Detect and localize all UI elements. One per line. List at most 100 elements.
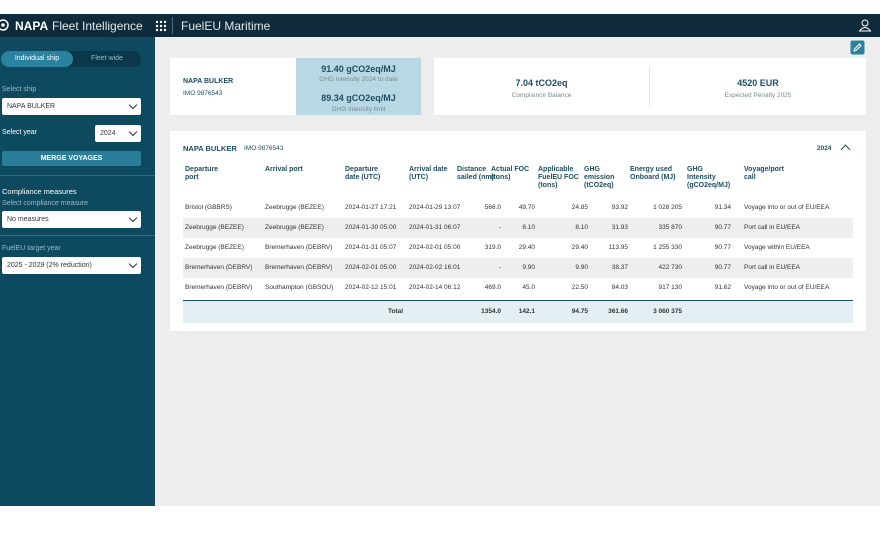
penalty-caption: Expected Penalty 2025 [724,92,792,99]
intensity-panel: 91.40 gCO2eq/MJ GHG intensity 2024 to da… [296,58,421,115]
table-cell: 2024-01-31 05:07 [345,244,397,251]
table-cell: 93.92 [611,204,628,211]
table-cell: 49.70 [518,204,535,211]
table-cell: 9.90 [575,264,588,271]
column-header: Arrival date (UTC) [409,166,448,181]
table-cell: 113.95 [608,244,628,251]
edit-button[interactable] [850,40,865,55]
merge-button[interactable]: MERGE VOYAGES [2,151,141,166]
column-header: Energy used Onboard (MJ) [630,166,676,181]
limit-caption: GHG intensity limit [331,106,386,113]
app-menu-icon[interactable] [155,20,167,32]
table-cell: Bremerhaven (DEBRV) [265,244,333,251]
table-cell: 2024-02-01 05:00 [409,244,461,251]
total-cell: 3 060 375 [653,308,682,315]
column-header: Arrival port [265,166,303,173]
table-cell: 2024-01-31 06:07 [409,224,461,231]
balance-value: 7.04 tCO2eq [515,78,568,88]
compliance-card: 7.04 tCO2eq Compliance Balance 4520 EUR … [434,58,866,115]
table-cell: 2024-02-02 16:01 [409,264,461,271]
limit-value: 89.34 gCO2eq/MJ [321,93,396,103]
table-cell: 38.37 [611,264,628,271]
year-value: 2024 [100,130,116,137]
table-year: 2024 [817,145,832,152]
column-header: Actual FOC (tons) [491,166,530,181]
ship-imo: IMO 9876543 [183,90,223,97]
table-cell: 8.10 [522,224,535,231]
table-cell: 90.77 [714,264,731,271]
table-cell: 31.93 [611,224,628,231]
table-ship-name: NAPA BULKER [183,144,237,153]
table-cell: 566.0 [484,204,501,211]
total-cell: 94.75 [571,308,588,315]
table-row: Bremerhaven (DEBRV) Bremerhaven (DEBRV) 20… [183,258,853,278]
total-cell: 142.1 [518,308,535,315]
table-cell: 2024-01-27 17:21 [345,204,397,211]
column-header: Applicable FuelEU FOC (tons) [538,166,579,189]
table-cell: Port call in EU/EEA [744,224,800,231]
column-header: GHG emission (tCO2eq) [584,166,615,189]
table-cell: 469.0 [484,284,501,291]
table-cell: Bristol (GBBRS) [185,204,232,211]
table-cell: 29.40 [518,244,535,251]
table-cell: 1 255 330 [653,244,682,251]
compliance-select[interactable]: No measures [2,211,141,228]
tab-individual[interactable]: Individual ship [1,51,73,67]
divider [0,175,155,176]
table-cell: 84.03 [611,284,628,291]
table-cell: - [498,224,501,231]
intensity-caption: GHG intensity 2024 to date [319,76,398,83]
year-label: Select year [2,129,38,136]
compliance-value: No measures [7,216,49,223]
table-cell: Voyage into or out of EU/EEA [744,284,830,291]
brand: NAPA [15,19,49,33]
target-label: FuelEU target year [2,245,61,252]
table-cell: 2024-02-12 15:01 [345,284,397,291]
tab-fleet[interactable]: Fleet wide [91,55,123,62]
table-cell: 2024-01-29 13:07 [409,204,461,211]
view-toggle: Individual ship Fleet wide [1,51,141,67]
table-cell: 8.10 [575,224,588,231]
table-cell: Zeebrugge (BEZEE) [265,224,324,231]
intensity-value: 91.40 gCO2eq/MJ [321,64,396,74]
balance-caption: Compliance Balance [511,92,572,99]
table-cell: Bremerhaven (DEBRV) [185,284,253,291]
sidebar: Individual ship Fleet wide Select ship N… [0,37,155,506]
table-cell: Southampton (GBSOU) [265,284,334,291]
user-icon[interactable] [858,18,872,32]
total-cell: 361.66 [608,308,628,315]
collapse-button[interactable] [840,144,851,155]
table-row: Zeebrugge (BEZEE) Zeebrugge (BEZEE) 2024-0… [183,218,853,238]
compliance-title: Compliance measures [2,187,77,196]
table-cell: 319.0 [484,244,501,251]
target-select[interactable]: 2025 - 2029 (2% reduction) [2,257,141,274]
table-cell: 2024-01-30 05:00 [345,224,397,231]
table-cell: Zeebrugge (BEZEE) [185,224,244,231]
table-cell: Bremerhaven (DEBRV) [265,264,333,271]
table-cell: Bremerhaven (DEBRV) [185,264,253,271]
table-row: Zeebrugge (BEZEE) Bremerhaven (DEBRV) 2024… [183,238,853,258]
table-cell: 9.90 [522,264,535,271]
table-cell: 91.62 [714,284,731,291]
year-select[interactable]: 2024 [95,125,141,142]
table-cell: 22.50 [571,284,588,291]
ship-name: NAPA BULKER [183,78,234,85]
column-header: GHG Intensity (gCO2eq/MJ) [687,166,731,189]
table-row: Bristol (GBBRS) Zeebrugge (BEZEE) 2024-01-… [183,198,853,218]
table-cell: 1 028 205 [653,204,682,211]
table-cell: Port call in EU/EEA [744,264,800,271]
table-cell: Voyage into or out of EU/EEA [744,204,830,211]
ship-card: NAPA BULKER IMO 9876543 91.40 gCO2eq/MJ … [170,58,421,115]
table-cell: 335 870 [658,224,683,231]
column-header: Voyage/port call [744,166,784,181]
table-cell: 2024-02-14 06:12 [409,284,461,291]
total-label: Total [388,308,404,315]
penalty-value: 4520 EUR [737,78,779,88]
total-row: Total 1354.0 142.1 94.75 361.66 3 060 375 [183,301,853,323]
table-cell: 91.34 [714,204,731,211]
ship-select[interactable]: NAPA BULKER [2,98,141,115]
main-area: NAPA BULKER IMO 9876543 91.40 gCO2eq/MJ … [155,37,880,506]
ship-value: NAPA BULKER [7,103,56,110]
divider [0,235,155,236]
